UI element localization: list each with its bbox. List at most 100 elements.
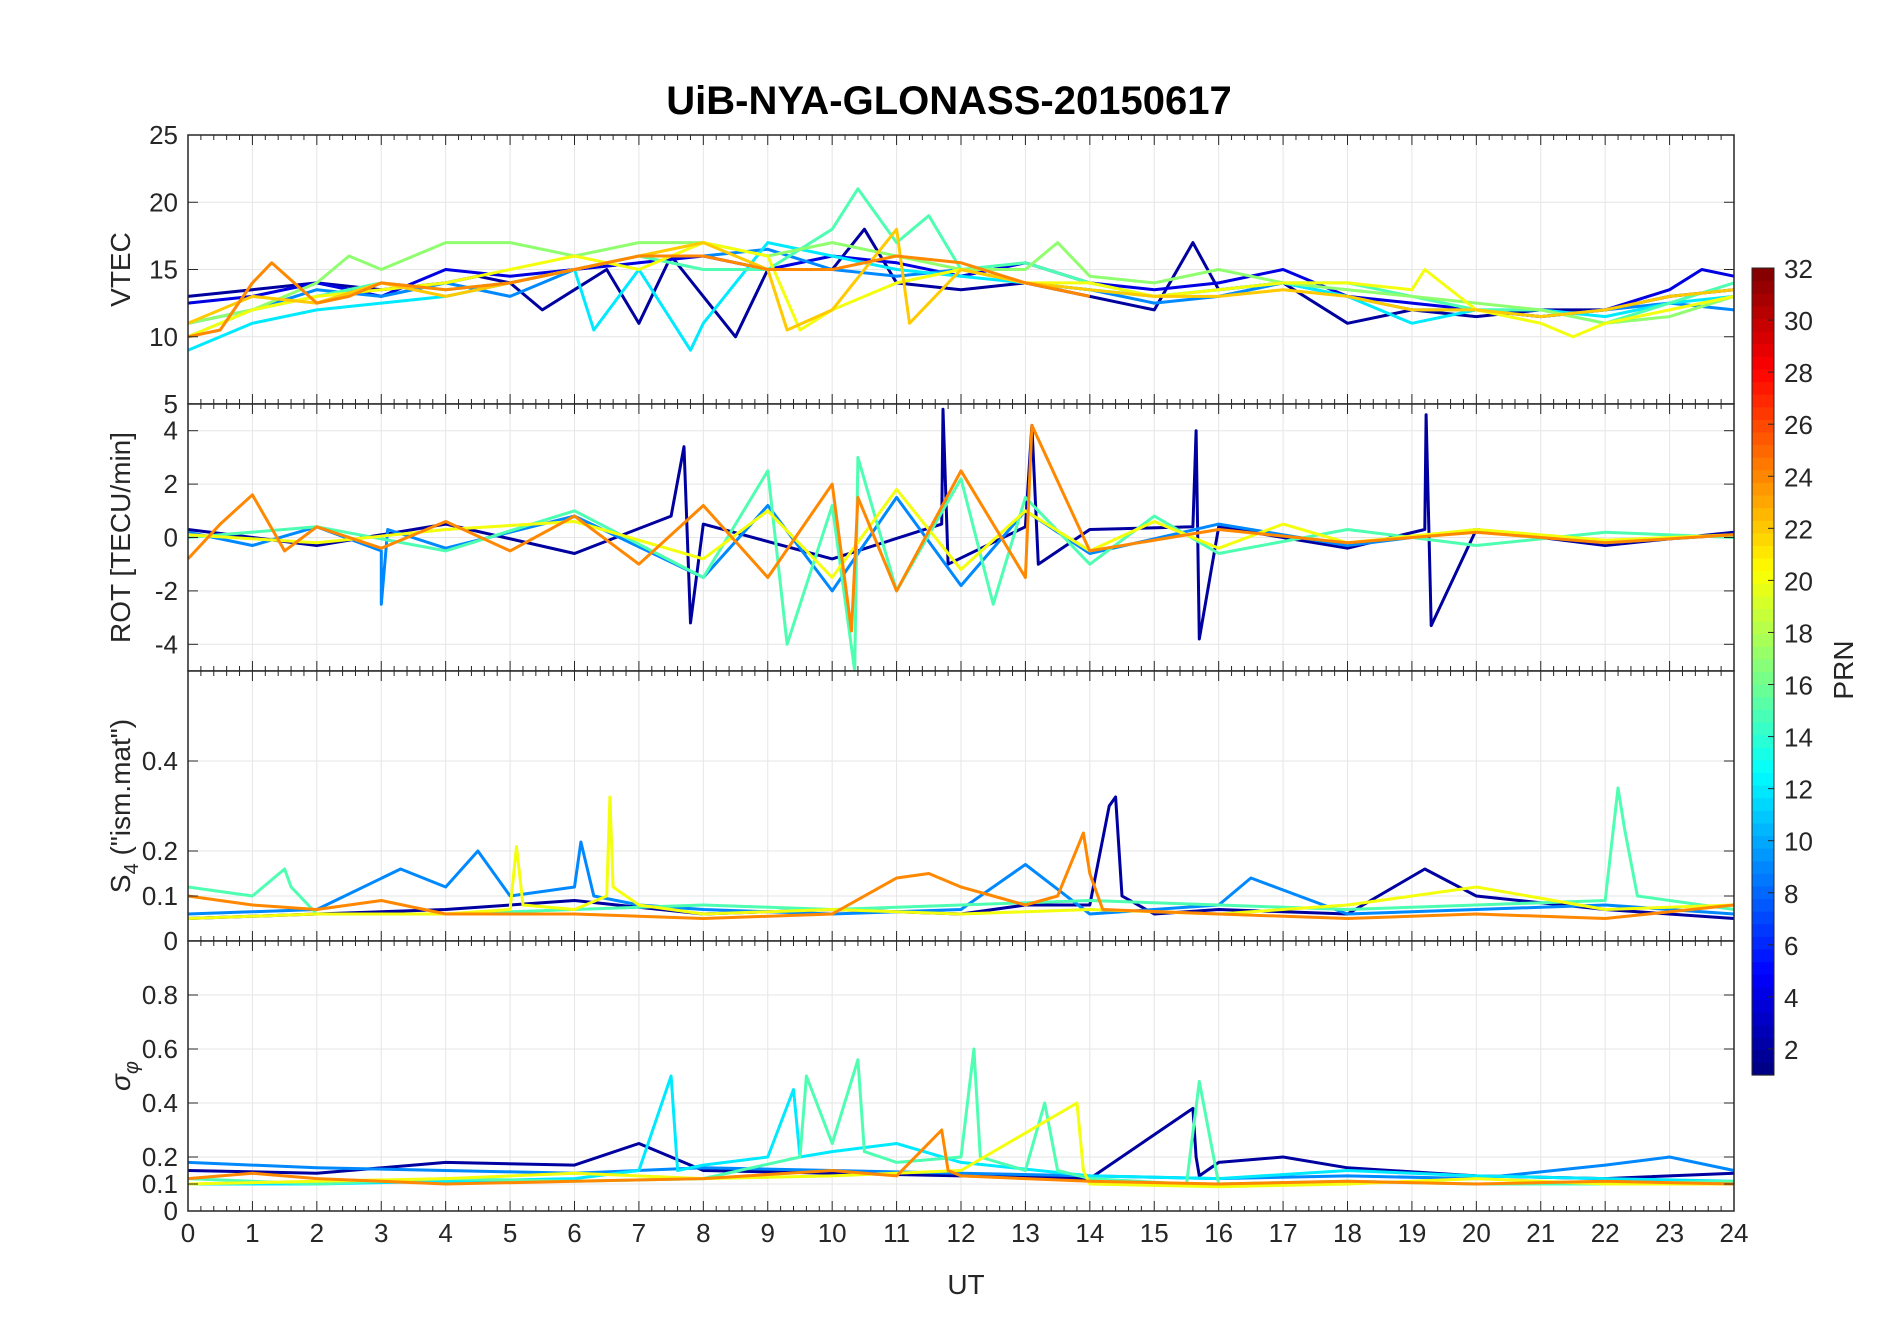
colorbar-segment bbox=[1752, 280, 1774, 294]
x-tick-label: 3 bbox=[374, 1218, 388, 1248]
colorbar-segment bbox=[1752, 873, 1774, 887]
colorbar-segment bbox=[1752, 986, 1774, 1000]
colorbar-segment bbox=[1752, 696, 1774, 710]
panel-frame bbox=[187, 940, 1735, 1212]
y-tick-label: 20 bbox=[149, 187, 178, 217]
colorbar-segment bbox=[1752, 721, 1774, 736]
y-tick-label: 0.1 bbox=[142, 1169, 178, 1199]
colorbar-tick-label: 16 bbox=[1784, 671, 1813, 701]
colorbar-tick-label: 8 bbox=[1784, 879, 1798, 909]
y-tick-label: -4 bbox=[155, 629, 178, 659]
colorbar-segment bbox=[1752, 595, 1774, 610]
colorbar-segment bbox=[1752, 457, 1774, 471]
colorbar-tick-label: 2 bbox=[1784, 1035, 1798, 1065]
colorbar-segment bbox=[1752, 747, 1774, 761]
x-tick-label: 12 bbox=[947, 1218, 976, 1248]
x-tick-label: 10 bbox=[818, 1218, 847, 1248]
x-tick-label: 14 bbox=[1075, 1218, 1104, 1248]
colorbar-segment bbox=[1752, 797, 1774, 811]
x-tick-label: 22 bbox=[1591, 1218, 1620, 1248]
colorbar-segment bbox=[1752, 368, 1774, 383]
y-tick-label: 0 bbox=[164, 1196, 178, 1226]
y-tick-label: 15 bbox=[149, 255, 178, 285]
colorbar-segment bbox=[1752, 709, 1774, 723]
colorbar-segment bbox=[1752, 583, 1774, 597]
series-prn-24 bbox=[187, 254, 1091, 339]
colorbar-segment bbox=[1752, 1049, 1774, 1063]
colorbar-segment bbox=[1752, 1062, 1774, 1076]
colorbar-segment bbox=[1752, 406, 1774, 420]
y-tick-label: 0.4 bbox=[142, 1088, 178, 1118]
colorbar-segment bbox=[1752, 431, 1774, 446]
colorbar-segment bbox=[1752, 999, 1774, 1013]
x-tick-label: 5 bbox=[503, 1218, 517, 1248]
series-prn-15 bbox=[187, 786, 1735, 916]
colorbar-segment bbox=[1752, 772, 1774, 786]
colorbar-label: PRN bbox=[1828, 640, 1859, 699]
colorbar-segment bbox=[1752, 482, 1774, 496]
colorbar-tick-label: 6 bbox=[1784, 931, 1798, 961]
panel-1: 5 10 15 20 25 VTEC bbox=[105, 120, 1735, 419]
series-prn-2 bbox=[187, 227, 1735, 339]
x-tick-label: 13 bbox=[1011, 1218, 1040, 1248]
colorbar-segment bbox=[1752, 923, 1774, 937]
series-prn-24 bbox=[187, 831, 1735, 920]
colorbar-tick-label: 14 bbox=[1784, 723, 1813, 753]
colorbar-segment bbox=[1752, 898, 1774, 912]
colorbar-tick-label: 30 bbox=[1784, 306, 1813, 336]
colorbar-segment bbox=[1752, 936, 1774, 950]
colorbar-segment bbox=[1752, 1037, 1774, 1051]
colorbar-segment bbox=[1752, 419, 1774, 433]
colorbar-segment bbox=[1752, 381, 1774, 395]
colorbar-segment bbox=[1752, 646, 1774, 660]
series-prn-24 bbox=[187, 1128, 1735, 1186]
x-tick-label: 20 bbox=[1462, 1218, 1491, 1248]
colorbar-segment bbox=[1752, 885, 1774, 900]
colorbar-tick-label: 24 bbox=[1784, 462, 1813, 492]
series-prn-20 bbox=[187, 1101, 1734, 1189]
colorbar-segment bbox=[1752, 1011, 1774, 1026]
colorbar-segment bbox=[1752, 494, 1774, 509]
colorbar-segment bbox=[1752, 268, 1774, 282]
colorbar-tick-label: 32 bbox=[1784, 254, 1813, 284]
colorbar-segment bbox=[1752, 558, 1774, 572]
series-prn-9 bbox=[187, 840, 1735, 916]
series-prn-12 bbox=[188, 1074, 1735, 1186]
y-tick-label: 0.8 bbox=[142, 980, 178, 1010]
y-axis-label: ROT [TECU/min] bbox=[105, 432, 136, 643]
colorbar-tick-label: 28 bbox=[1784, 358, 1813, 388]
series-prn-22 bbox=[187, 227, 1735, 332]
colorbar-segment bbox=[1752, 469, 1774, 483]
colorbar-segment bbox=[1752, 784, 1774, 799]
x-tick-label: 2 bbox=[310, 1218, 324, 1248]
colorbar-segment bbox=[1752, 621, 1774, 635]
colorbar-tick-label: 26 bbox=[1784, 410, 1813, 440]
colorbar-segment bbox=[1752, 633, 1774, 647]
colorbar-segment bbox=[1752, 835, 1774, 849]
colorbar-segment bbox=[1752, 671, 1774, 685]
colorbar-segment bbox=[1752, 810, 1774, 824]
colorbar-segment bbox=[1752, 848, 1774, 862]
colorbar-segment bbox=[1752, 331, 1774, 345]
y-tick-label: 10 bbox=[149, 322, 178, 352]
series-prn-2 bbox=[187, 795, 1735, 920]
panel-2: -4 -2 0 2 4 ROT [TECU/min] bbox=[105, 403, 1735, 673]
colorbar-segment bbox=[1752, 822, 1774, 837]
x-tick-label: 1 bbox=[245, 1218, 259, 1248]
colorbar-segment bbox=[1752, 608, 1774, 622]
series-prn-2 bbox=[187, 1106, 1735, 1181]
chart-title: UiB-NYA-GLONASS-20150617 bbox=[666, 79, 1231, 123]
y-tick-label: 0.1 bbox=[142, 881, 178, 911]
colorbar-segment bbox=[1752, 734, 1774, 748]
colorbar-segment bbox=[1752, 658, 1774, 673]
colorbar-segment bbox=[1752, 1024, 1774, 1038]
x-tick-label: 7 bbox=[632, 1218, 646, 1248]
colorbar-frame bbox=[1751, 267, 1775, 1076]
x-tick-label: 6 bbox=[567, 1218, 581, 1248]
x-tick-label: 0 bbox=[181, 1218, 195, 1248]
x-tick-label: 15 bbox=[1140, 1218, 1169, 1248]
colorbar-segment bbox=[1752, 356, 1774, 370]
